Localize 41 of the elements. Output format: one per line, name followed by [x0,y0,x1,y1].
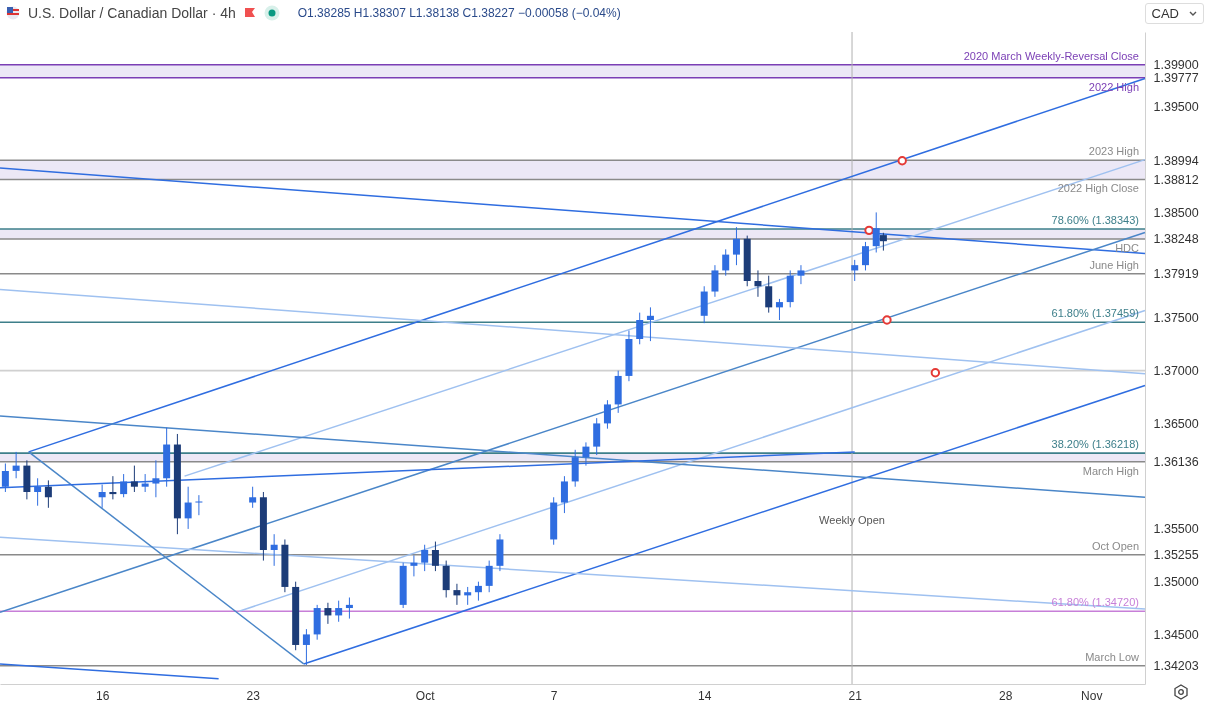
y-tick-label: 1.37919 [1153,267,1199,282]
y-tick-label: 1.35000 [1153,575,1199,590]
ref-line-label: 61.80% (1.37459) [1051,307,1139,320]
ref-line-label: March Low [1085,650,1140,663]
y-tick-label: 1.39900 [1153,58,1199,73]
y-tick-label: 1.35255 [1153,548,1199,563]
y-tick-label: 1.35500 [1153,522,1199,537]
y-tick-label: 1.38812 [1153,172,1199,187]
x-tick-label: Oct [415,688,436,703]
y-tick-label: 1.38994 [1153,153,1199,168]
y-tick-label: 1.36500 [1153,416,1199,431]
ref-line-label: 78.60% (1.38343) [1051,213,1139,226]
y-tick-label: 1.39500 [1153,100,1199,115]
text: O1.38285 H1.38307 L1.38138 C1.38227 −0.00058 (−0.04%) [297,6,621,20]
y-tick-label: 1.38500 [1153,205,1199,220]
y-tick-label: 1.34500 [1153,627,1199,642]
x-tick-label: 7 [550,688,558,703]
ref-line-label: June High [1089,258,1139,271]
ref-line-label: March High [1082,464,1139,477]
x-tick-label: 16 [95,688,110,703]
x-tick-label: 21 [848,688,863,703]
y-tick-label: 1.37500 [1153,311,1199,326]
ref-line-label: 38.20% (1.36218) [1051,438,1139,451]
x-tick-label: Nov [1081,688,1103,703]
ref-line-label: 2022 High [1088,80,1139,93]
x-tick-label: 14 [698,688,712,703]
ref-line-label: 2020 March Weekly-Reversal Close [963,49,1139,62]
ref-line-label: 2023 High [1088,145,1139,158]
ref-line-label: HDC [1115,241,1140,254]
y-tick-label: 1.34203 [1153,659,1199,674]
y-tick-label: 1.39777 [1153,71,1199,86]
y-axis-title: CAD [1151,6,1179,21]
y-tick-label: 1.37000 [1153,364,1199,379]
y-tick-label: 1.38248 [1153,232,1199,247]
x-tick-label: 23 [246,688,261,703]
ref-line-label: Weekly Open [819,514,885,526]
y-tick-label: 1.36136 [1153,455,1199,470]
x-tick-label: 28 [999,688,1013,703]
ref-line-label: 2022 High Close [1057,182,1139,195]
chart-title: U.S. Dollar / Canadian Dollar · 4h [28,5,236,21]
ref-line-label: Oct Open [1091,539,1139,552]
